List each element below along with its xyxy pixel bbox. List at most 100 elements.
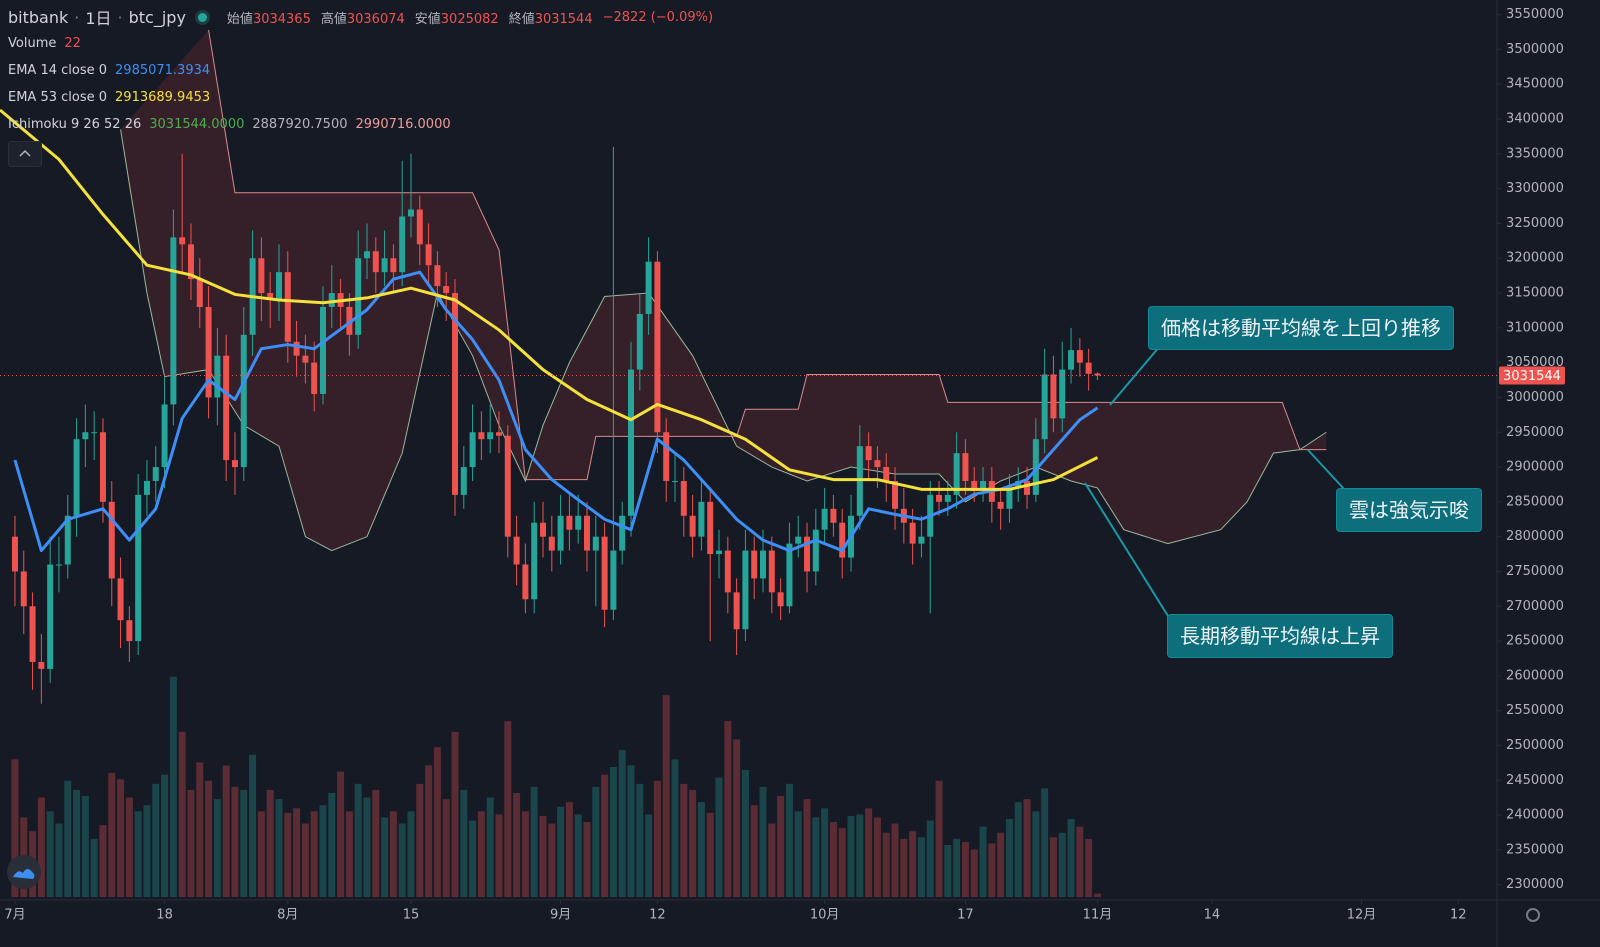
volume-bar xyxy=(319,805,327,897)
candle-body xyxy=(504,435,511,537)
y-tick-label: 2800000 xyxy=(1506,529,1564,544)
volume-bar xyxy=(108,773,116,897)
candle-body xyxy=(716,550,723,555)
volume-bar xyxy=(1014,802,1022,897)
volume-bar xyxy=(557,806,565,897)
candle-body xyxy=(777,592,784,607)
candle-body xyxy=(363,251,370,259)
volume-bar xyxy=(249,754,257,897)
collapse-button[interactable] xyxy=(8,141,42,167)
x-tick-label: 12月 xyxy=(1347,908,1377,923)
volume-bar xyxy=(847,815,855,897)
candle-body xyxy=(108,501,115,579)
candles xyxy=(11,146,1101,704)
candle-body xyxy=(1024,480,1031,495)
candle-body xyxy=(689,515,696,537)
volume-bar xyxy=(240,789,248,897)
volume-bar xyxy=(64,780,72,897)
y-tick-label: 2750000 xyxy=(1506,564,1564,579)
y-tick-label: 3150000 xyxy=(1506,286,1564,301)
candle-body xyxy=(20,571,27,607)
volume-bar xyxy=(829,822,837,897)
y-tick-label: 2600000 xyxy=(1506,668,1564,683)
volume-bar xyxy=(143,805,151,897)
volume-bar xyxy=(486,797,494,897)
candle-body xyxy=(196,279,203,307)
ema-lines xyxy=(0,108,1099,553)
candle-body xyxy=(680,480,687,516)
volume-bar xyxy=(601,774,609,897)
candle-body xyxy=(812,529,819,572)
candle-body xyxy=(187,244,194,280)
candle-body xyxy=(575,515,582,530)
candle-body xyxy=(302,355,309,363)
ichimoku-cloud xyxy=(120,29,1327,552)
annotation: 長期移動平均線は上昇 xyxy=(1167,614,1393,658)
candle-body xyxy=(275,272,282,300)
candle-body xyxy=(372,251,379,273)
pointer xyxy=(1109,345,1161,406)
symbol-header: bitbank · 1日 · btc_jpy 始値3034365 高値3036074… xyxy=(8,5,713,29)
y-tick-label: 2550000 xyxy=(1506,703,1564,718)
volume-bar xyxy=(706,812,714,897)
candle-body xyxy=(117,578,124,621)
volume-bar xyxy=(539,815,547,897)
volume-bar xyxy=(777,796,785,897)
settings-gear[interactable] xyxy=(1526,908,1540,922)
candle-body xyxy=(944,494,951,502)
volume-bar xyxy=(1076,826,1084,897)
symbol[interactable]: btc_jpy xyxy=(128,7,186,27)
y-tick-label: 3450000 xyxy=(1506,77,1564,92)
volume-bar xyxy=(583,822,591,897)
ema53-legend: EMA 53 close 0 2913689.9453 xyxy=(8,90,211,105)
candle-body xyxy=(214,355,221,398)
candle-body xyxy=(258,258,265,294)
y-tick-label: 2950000 xyxy=(1506,425,1564,440)
candle-body xyxy=(443,286,450,294)
candle-body xyxy=(874,460,881,468)
volume-bar xyxy=(213,799,221,897)
ohlc-low: 安値3025082 xyxy=(414,11,499,27)
volume-bar xyxy=(715,777,723,897)
candle-body xyxy=(672,480,679,482)
volume-bar xyxy=(530,786,538,897)
volume-bar xyxy=(759,786,767,897)
volume-bar xyxy=(970,849,978,897)
candle-body xyxy=(240,334,247,468)
volume-bar xyxy=(161,774,169,897)
candle-body xyxy=(522,564,529,600)
logo-icon xyxy=(13,869,35,879)
candle-body xyxy=(724,550,731,593)
volume-bar xyxy=(504,721,512,897)
volume-bar xyxy=(689,789,697,897)
volume-bar xyxy=(178,731,186,897)
candle-body xyxy=(416,209,423,245)
y-tick-label: 2400000 xyxy=(1506,808,1564,823)
exchange: bitbank xyxy=(8,7,69,27)
logo xyxy=(7,855,41,889)
candle-body xyxy=(628,369,635,516)
candle-body xyxy=(742,550,749,630)
volume-bar xyxy=(944,845,952,897)
volume-bar xyxy=(794,811,802,897)
candle-body xyxy=(830,508,837,523)
candle-body xyxy=(513,536,520,565)
volume-bar xyxy=(442,799,450,897)
volume-bar xyxy=(785,783,793,897)
interval[interactable]: 1日 xyxy=(85,9,112,28)
candle-body xyxy=(584,515,591,551)
ichimoku-legend: Ichimoku 9 26 52 26 3031544.0000 2887920.7… xyxy=(8,117,451,132)
settings[interactable] xyxy=(1526,908,1540,922)
volume-bar xyxy=(961,841,969,897)
candle-body xyxy=(751,550,758,579)
volume-bar xyxy=(1049,837,1057,897)
y-tick-label: 2450000 xyxy=(1506,773,1564,788)
volume-bar xyxy=(592,786,600,897)
candle-body xyxy=(390,258,397,273)
volume-bar xyxy=(1041,788,1049,897)
volume-bar xyxy=(345,811,353,897)
volume-bar xyxy=(416,783,424,897)
volume-bar xyxy=(469,820,477,897)
candle-body xyxy=(1006,487,1013,509)
